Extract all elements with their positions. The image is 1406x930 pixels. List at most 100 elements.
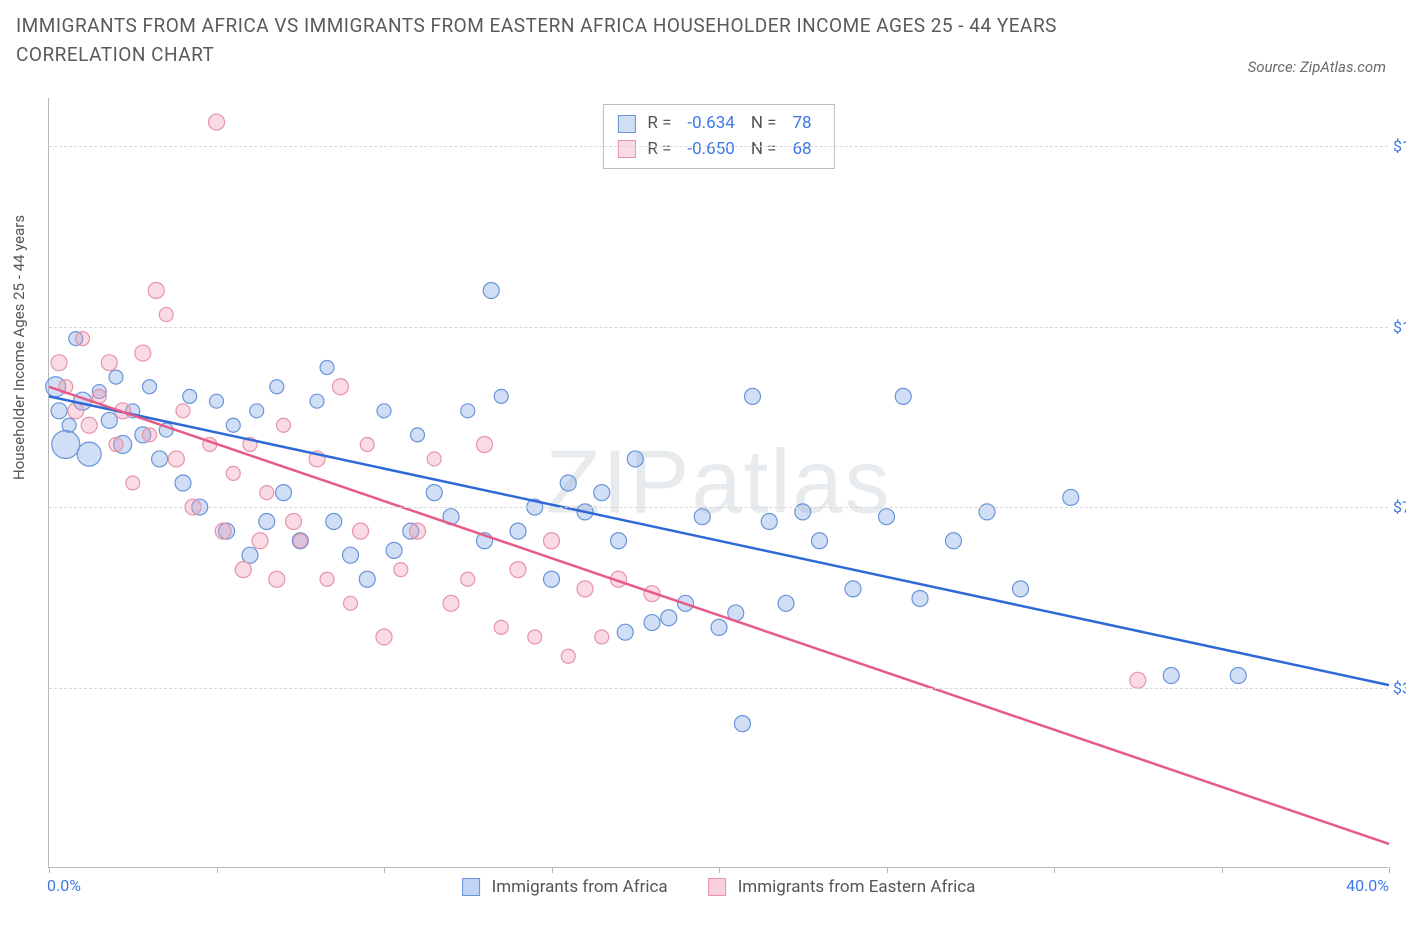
chart-plot-area: ZIPatlas R = -0.634 N = 78 R = -0.650 N … bbox=[48, 98, 1388, 868]
scatter-point bbox=[895, 388, 911, 404]
trend-line bbox=[49, 387, 1389, 844]
scatter-point bbox=[320, 361, 334, 375]
scatter-point bbox=[226, 466, 240, 480]
scatter-point bbox=[276, 485, 292, 501]
scatter-point bbox=[183, 389, 197, 403]
scatter-point bbox=[344, 596, 358, 610]
scatter-point bbox=[477, 437, 493, 453]
legend-item-2: Immigrants from Eastern Africa bbox=[708, 877, 976, 897]
scatter-point bbox=[168, 451, 184, 467]
stat-n-value-2: 68 bbox=[793, 137, 812, 163]
stats-legend-box: R = -0.634 N = 78 R = -0.650 N = 68 bbox=[602, 104, 834, 169]
y-tick-label: $150,000 bbox=[1393, 137, 1406, 156]
scatter-svg bbox=[49, 98, 1388, 867]
scatter-point bbox=[461, 572, 475, 586]
x-tick-mark bbox=[1389, 867, 1390, 873]
scatter-point bbox=[148, 283, 164, 299]
stats-row-series-1: R = -0.634 N = 78 bbox=[617, 111, 819, 137]
scatter-point bbox=[101, 355, 117, 371]
scatter-point bbox=[126, 476, 140, 490]
scatter-point bbox=[661, 610, 677, 626]
gridline bbox=[49, 146, 1388, 147]
gridline bbox=[49, 507, 1388, 508]
scatter-point bbox=[176, 404, 190, 418]
scatter-point bbox=[270, 380, 284, 394]
scatter-point bbox=[76, 332, 90, 346]
chart-title: IMMIGRANTS FROM AFRICA VS IMMIGRANTS FRO… bbox=[16, 12, 1116, 69]
scatter-point bbox=[394, 563, 408, 577]
scatter-point bbox=[461, 404, 475, 418]
x-tick-label: 0.0% bbox=[47, 876, 81, 895]
scatter-point bbox=[845, 581, 861, 597]
scatter-point bbox=[1013, 581, 1029, 597]
chart-source: Source: ZipAtlas.com bbox=[1248, 58, 1386, 76]
scatter-point bbox=[242, 547, 258, 563]
scatter-point bbox=[77, 442, 101, 466]
stat-n-value-1: 78 bbox=[793, 111, 812, 137]
scatter-point bbox=[250, 404, 264, 418]
scatter-point bbox=[320, 572, 334, 586]
scatter-point bbox=[51, 355, 67, 371]
scatter-point bbox=[159, 308, 173, 322]
scatter-point bbox=[879, 509, 895, 525]
scatter-point bbox=[260, 486, 274, 500]
scatter-point bbox=[101, 412, 117, 428]
stat-r-value-2: -0.650 bbox=[687, 137, 734, 163]
scatter-point bbox=[286, 514, 302, 530]
scatter-point bbox=[62, 418, 76, 432]
scatter-point bbox=[51, 403, 67, 419]
x-tick-mark bbox=[49, 867, 50, 873]
scatter-point bbox=[494, 620, 508, 634]
x-tick-mark bbox=[1222, 867, 1223, 873]
scatter-point bbox=[561, 649, 575, 663]
scatter-point bbox=[293, 534, 307, 548]
scatter-point bbox=[510, 523, 526, 539]
legend-item-1: Immigrants from Africa bbox=[462, 877, 668, 897]
scatter-point bbox=[269, 571, 285, 587]
scatter-point bbox=[52, 431, 80, 459]
scatter-point bbox=[494, 389, 508, 403]
legend-label-1: Immigrants from Africa bbox=[492, 877, 668, 897]
scatter-point bbox=[510, 562, 526, 578]
scatter-point bbox=[210, 394, 224, 408]
scatter-point bbox=[644, 615, 660, 631]
scatter-point bbox=[912, 591, 928, 607]
legend-swatch-2 bbox=[708, 878, 726, 896]
scatter-point bbox=[1063, 489, 1079, 505]
swatch-series-2 bbox=[617, 140, 635, 158]
scatter-point bbox=[1230, 668, 1246, 684]
scatter-point bbox=[778, 595, 794, 611]
stat-r-label-1: R = bbox=[647, 111, 671, 137]
scatter-point bbox=[277, 418, 291, 432]
scatter-point bbox=[143, 380, 157, 394]
scatter-point bbox=[215, 523, 231, 539]
legend-label-2: Immigrants from Eastern Africa bbox=[738, 877, 976, 897]
scatter-point bbox=[410, 523, 426, 539]
y-tick-label: $112,500 bbox=[1393, 317, 1406, 336]
scatter-point bbox=[235, 562, 251, 578]
scatter-point bbox=[427, 452, 441, 466]
scatter-point bbox=[544, 533, 560, 549]
scatter-point bbox=[1163, 668, 1179, 684]
scatter-point bbox=[81, 417, 97, 433]
stat-r-value-1: -0.634 bbox=[687, 111, 734, 137]
scatter-point bbox=[326, 514, 342, 530]
scatter-point bbox=[761, 514, 777, 530]
gridline bbox=[49, 688, 1388, 689]
x-tick-mark bbox=[887, 867, 888, 873]
scatter-point bbox=[310, 394, 324, 408]
scatter-point bbox=[443, 595, 459, 611]
scatter-point bbox=[411, 428, 425, 442]
scatter-point bbox=[135, 345, 151, 361]
y-tick-label: $75,000 bbox=[1393, 498, 1406, 517]
scatter-point bbox=[109, 438, 123, 452]
x-tick-label: 40.0% bbox=[1346, 876, 1389, 895]
x-tick-mark bbox=[719, 867, 720, 873]
scatter-point bbox=[360, 438, 374, 452]
scatter-point bbox=[343, 547, 359, 563]
x-tick-mark bbox=[552, 867, 553, 873]
scatter-point bbox=[483, 283, 499, 299]
y-axis-label: Householder Income Ages 25 - 44 years bbox=[10, 215, 28, 480]
x-tick-mark bbox=[217, 867, 218, 873]
scatter-point bbox=[577, 581, 593, 597]
